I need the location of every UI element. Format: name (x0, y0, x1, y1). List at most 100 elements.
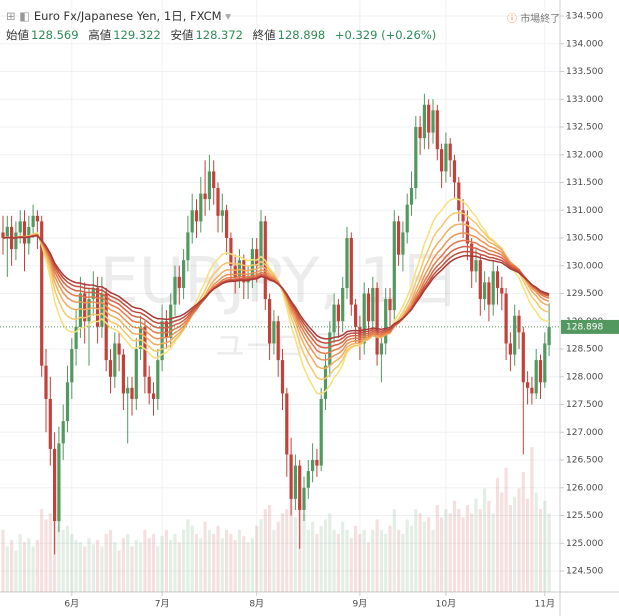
volume-bar (349, 538, 353, 592)
volume-bar (164, 529, 168, 592)
volume-bar (461, 517, 465, 592)
grid-layer (0, 0, 560, 592)
volume-bar (440, 517, 444, 592)
volume-bar (452, 500, 457, 592)
volume-bar (285, 509, 289, 592)
volume-bar (263, 509, 267, 592)
candle-body (375, 287, 379, 355)
volume-bar (371, 529, 375, 592)
candle-body (392, 221, 396, 311)
y-tick-label: 125.000 (566, 539, 603, 549)
candle-body (78, 293, 82, 327)
market-status[interactable]: ⓘ 市場終了 ⌃ (507, 14, 572, 25)
candle-body (349, 238, 353, 305)
volume-bar (44, 519, 48, 592)
volume-bar (427, 517, 431, 592)
y-tick-label: 132.500 (566, 123, 603, 133)
volume-bar (186, 519, 190, 592)
candle-body (315, 460, 319, 466)
volume-bar (474, 498, 478, 592)
volume-bar (366, 542, 371, 592)
volume-bar (422, 521, 426, 592)
volume-bar (156, 546, 160, 592)
candle-body (354, 304, 358, 327)
high-value: 129.322 (113, 28, 161, 42)
candle-body (538, 360, 543, 383)
candle-body (323, 365, 328, 399)
candle-body (543, 343, 547, 383)
candle-body (487, 282, 491, 305)
watermark: EURJPY, 1日 (100, 244, 461, 317)
candle-body (160, 321, 164, 361)
volume-bar (22, 542, 27, 592)
y-tick-label: 127.500 (566, 400, 603, 410)
candle-body (341, 287, 345, 322)
y-tick-label: 132.000 (566, 150, 603, 160)
y-tick-label: 133.500 (566, 67, 603, 77)
volume-bar (173, 534, 177, 592)
candle-body (513, 315, 517, 355)
volume-bar (302, 513, 306, 592)
candle-body (268, 299, 272, 344)
volume-bar (237, 529, 242, 592)
y-tick-label: 129.500 (566, 289, 603, 299)
low-label: 安値 (170, 28, 194, 42)
volume-bar (194, 534, 199, 592)
candle-body (44, 365, 48, 399)
volume-bar (199, 538, 203, 592)
volume-bar (1, 529, 5, 592)
candle-body (190, 210, 194, 233)
candle-body (280, 360, 285, 394)
volume-bar (470, 513, 474, 592)
header-title-row: ⊞ ◧ Euro Fx/Japanese Yen, 1日, FXCM ▾ (6, 9, 232, 23)
volume-bar (354, 525, 358, 592)
volume-bar (276, 521, 280, 592)
candle-body (147, 376, 151, 394)
y-tick-label: 133.000 (566, 95, 603, 105)
y-tick-label: 130.000 (566, 261, 603, 271)
volume-bar (87, 538, 91, 592)
x-tick-label: 8月 (249, 599, 264, 610)
candle-body (117, 343, 121, 355)
volume-bar (91, 544, 95, 592)
candle-body (272, 321, 276, 344)
candle-body (298, 465, 302, 510)
volume-bar (143, 529, 147, 592)
last-price-box (561, 319, 619, 334)
candle-body (207, 171, 211, 200)
candle-body (521, 332, 525, 383)
volume-bar (104, 534, 108, 592)
x-tick-label: 9月 (353, 599, 368, 610)
volume-bar (246, 542, 250, 592)
volume-bar (375, 519, 379, 592)
y-tick-label: 134.500 (566, 12, 603, 22)
y-tick-label: 134.000 (566, 39, 603, 49)
candle-body (139, 326, 143, 349)
volume-bar (289, 498, 293, 592)
volume-bar (341, 521, 345, 592)
candle-body (508, 343, 512, 355)
volume-bar (465, 505, 469, 592)
volume-bar (169, 540, 173, 592)
volume-bar (65, 525, 70, 592)
candle-body (414, 127, 418, 189)
candle-body (401, 232, 405, 255)
candle-body (225, 210, 229, 238)
candle-body (199, 193, 203, 222)
candle-body (53, 448, 57, 522)
candle-body (440, 149, 444, 172)
candle-body (31, 215, 35, 227)
volume-bar (315, 534, 319, 592)
y-tick-label: 127.000 (566, 428, 603, 438)
candle-body (461, 210, 465, 222)
volume-bar (328, 513, 332, 592)
candle-body (96, 287, 100, 327)
candle-body (388, 299, 392, 311)
candle-body (332, 304, 336, 333)
volume-bar (31, 546, 35, 592)
open-label: 始値 (6, 28, 29, 42)
candle-body (306, 471, 310, 488)
volume-bar (134, 540, 138, 592)
candle-body (156, 360, 160, 399)
candle-body (255, 249, 259, 266)
